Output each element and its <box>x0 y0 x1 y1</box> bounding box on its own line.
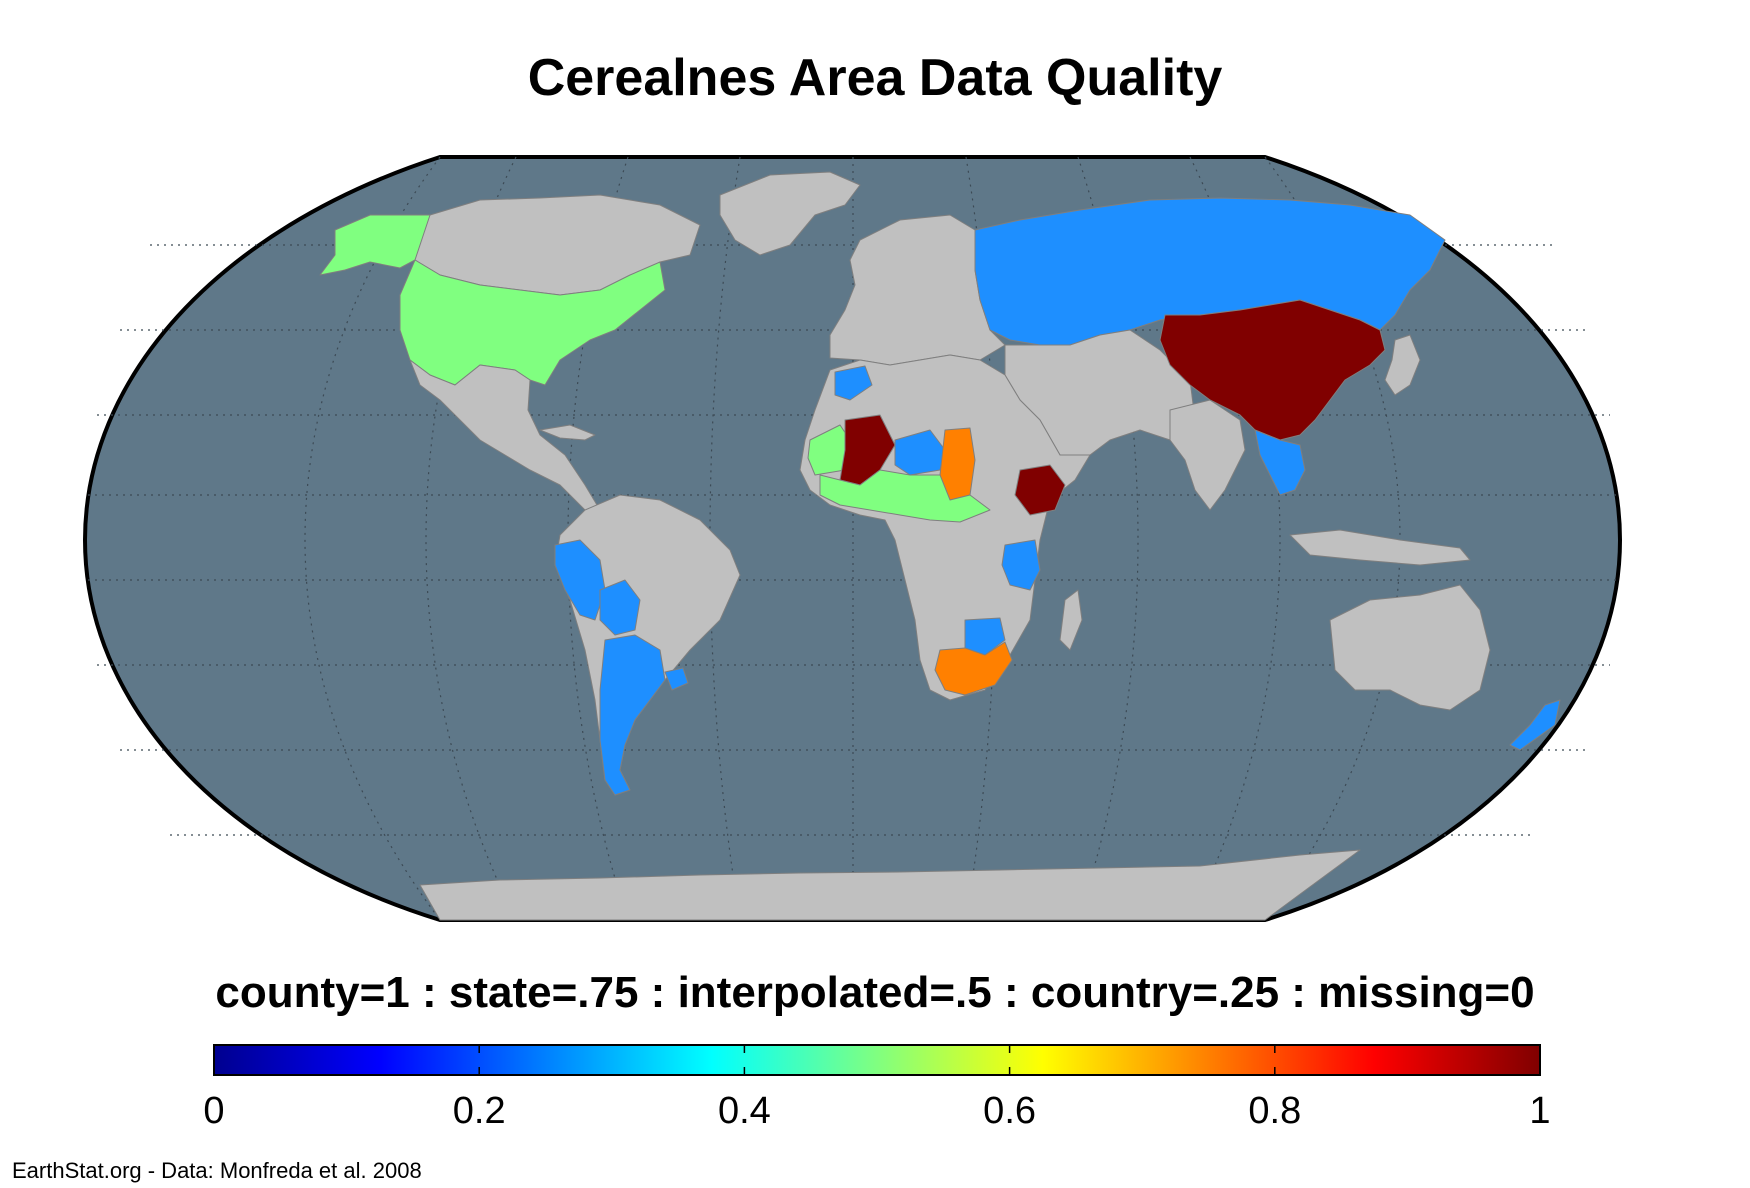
colorbar-tick-label: 1 <box>1529 1090 1550 1133</box>
colorbar-tick-label: 0.8 <box>1248 1090 1301 1133</box>
colorbar-tick-label: 0 <box>203 1090 224 1133</box>
colorbar-tick-label: 0.2 <box>453 1090 506 1133</box>
colorbar-tick-label: 0.4 <box>718 1090 771 1133</box>
credit-text: EarthStat.org - Data: Monfreda et al. 20… <box>12 1158 422 1184</box>
colorbar-gradient <box>214 1045 1540 1075</box>
colorbar-tick-label: 0.6 <box>983 1090 1036 1133</box>
